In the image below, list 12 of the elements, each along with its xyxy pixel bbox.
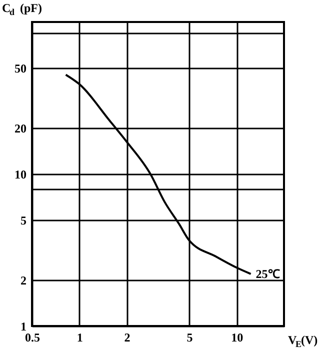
x-tick-label: 1 bbox=[76, 330, 83, 344]
y-tick-label: 1 bbox=[20, 320, 26, 334]
x-tick-label: 5 bbox=[186, 330, 193, 344]
y-tick-label: 10 bbox=[14, 168, 26, 182]
x-tick-label: 10 bbox=[231, 330, 244, 344]
annotation: 25℃ bbox=[256, 266, 280, 281]
y-tick-label: 2 bbox=[20, 274, 26, 288]
y-tick-label: 50 bbox=[14, 61, 26, 76]
y-tick-label: 5 bbox=[20, 213, 26, 228]
x-tick-label: 2 bbox=[124, 330, 130, 344]
x-tick-label: 0.5 bbox=[25, 330, 40, 344]
y-tick-label: 20 bbox=[14, 122, 26, 136]
